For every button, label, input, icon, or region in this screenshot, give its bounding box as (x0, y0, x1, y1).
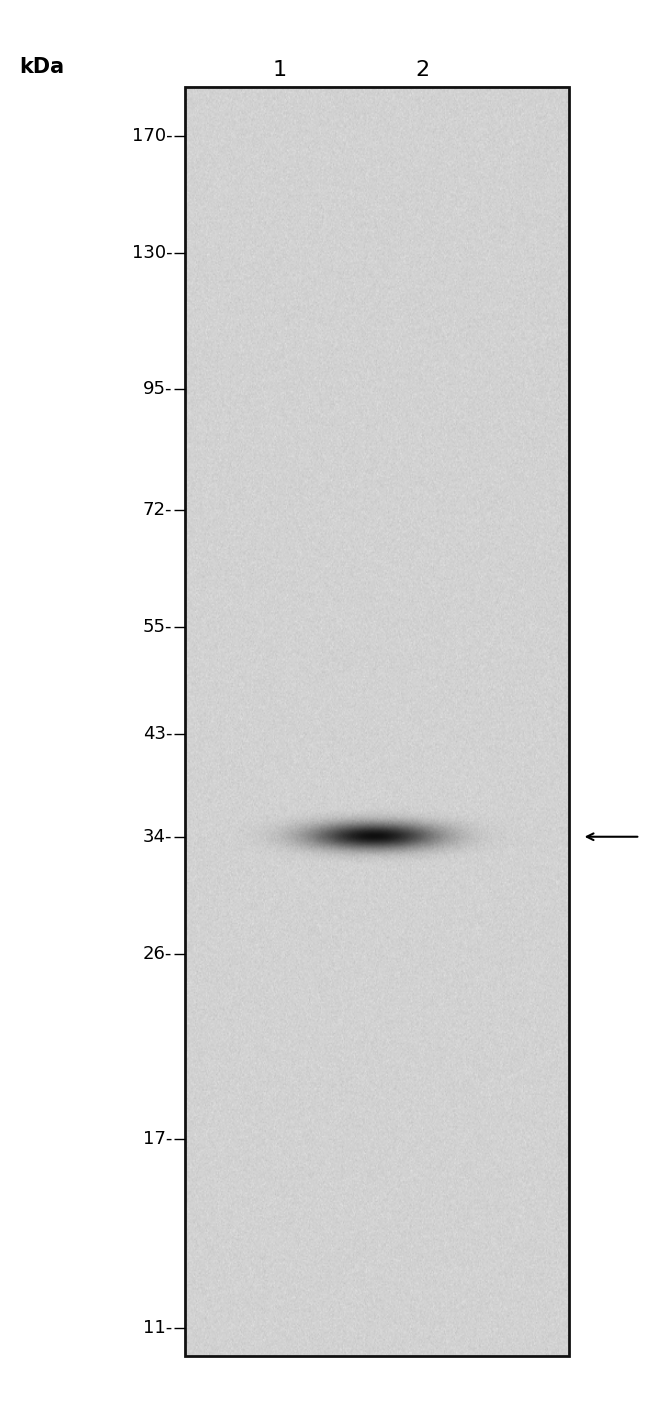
Bar (185, 87, 569, 1356)
Text: 170-: 170- (131, 127, 172, 144)
Text: 130-: 130- (131, 244, 172, 262)
Text: kDa: kDa (20, 57, 64, 77)
Text: 1: 1 (272, 60, 287, 80)
Text: 26-: 26- (143, 944, 172, 962)
Text: 17-: 17- (143, 1129, 172, 1147)
Text: 95-: 95- (143, 380, 172, 398)
Text: 2: 2 (415, 60, 430, 80)
Text: 55-: 55- (143, 618, 172, 636)
Text: 11-: 11- (143, 1320, 172, 1337)
Text: 72-: 72- (143, 502, 172, 518)
Text: 43-: 43- (143, 726, 172, 744)
Text: 34-: 34- (143, 828, 172, 846)
